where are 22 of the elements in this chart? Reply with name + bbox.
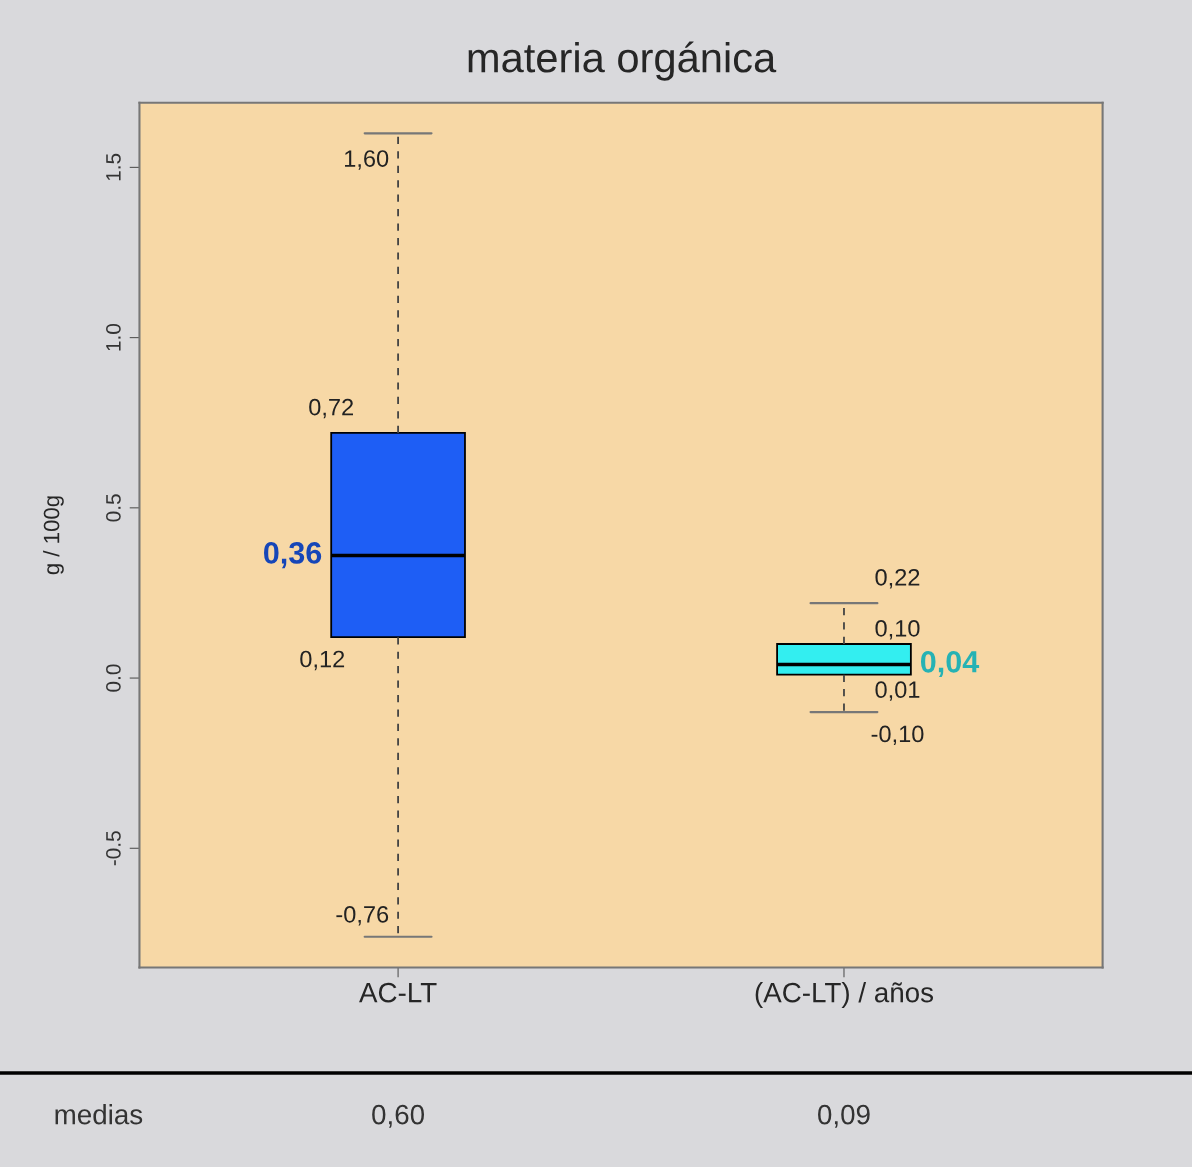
annotation: 0,01	[875, 681, 920, 701]
text: 0,60	[372, 1104, 425, 1128]
y-tick-label: 1.0	[106, 323, 121, 351]
y-tick-label: 0.0	[106, 664, 121, 692]
text: medias	[55, 1104, 143, 1125]
x-tick-label: (AC-LT) / años	[755, 982, 934, 1008]
annotation: 0,36	[264, 542, 322, 569]
annotation: 0,12	[300, 650, 345, 671]
y-tick-label: -0.5	[106, 831, 121, 866]
x-tick-label: AC-LT	[359, 982, 437, 1003]
annotation: -0,10	[871, 725, 924, 746]
text: 0,09	[818, 1104, 870, 1128]
y-axis-title: g / 100g	[43, 496, 64, 575]
annotation: 0,04	[920, 651, 980, 678]
y-tick-label: 1.5	[106, 153, 121, 181]
annotation: 0,22	[875, 568, 920, 589]
chart-title: materia orgánica	[468, 41, 777, 81]
annotation: -0,76	[336, 905, 389, 926]
annotation: 0,72	[309, 398, 353, 419]
annotation: 0,10	[875, 620, 920, 640]
annotation: 1,60	[345, 150, 389, 170]
y-tick-label: 0.5	[106, 494, 121, 522]
